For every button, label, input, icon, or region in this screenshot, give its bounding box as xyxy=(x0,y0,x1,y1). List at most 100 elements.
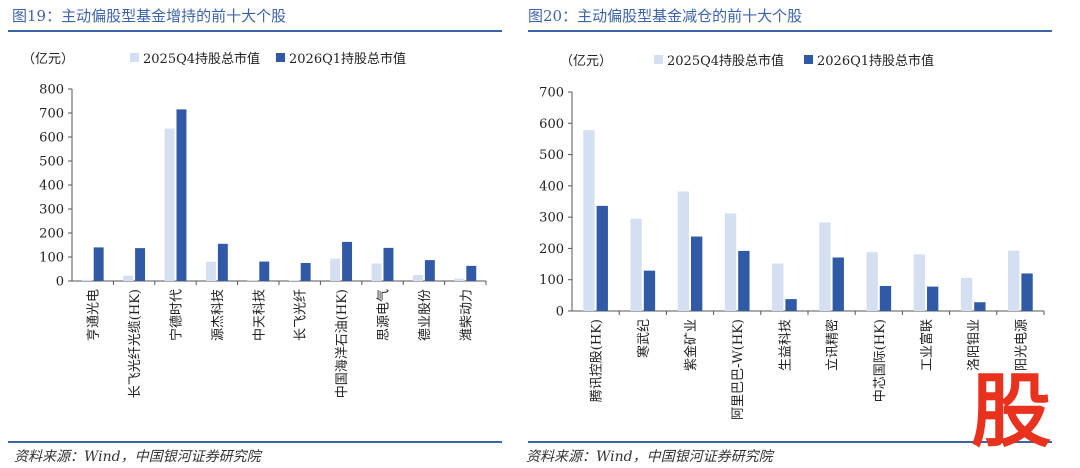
x-category-label: 紫金矿业 xyxy=(683,319,699,371)
bar-q1-9 xyxy=(1021,273,1033,311)
bar-q4-6 xyxy=(866,252,878,311)
y-tick-label: 200 xyxy=(539,242,564,257)
x-category-label: 洛阳钼业 xyxy=(967,319,982,371)
legend-label: 2026Q1持股总市值 xyxy=(817,53,934,69)
bar-q4-7 xyxy=(371,263,382,281)
x-category-label: 阿里巴巴-W(HK) xyxy=(731,319,746,420)
x-category-label: 立讯精密 xyxy=(825,319,841,371)
bar-q1-1 xyxy=(135,248,146,281)
bar-q1-6 xyxy=(879,285,892,311)
y-tick-label: 300 xyxy=(39,203,64,218)
source-note: 资料来源：Wind，中国银河证券研究院 xyxy=(14,449,261,465)
bar-q1-8 xyxy=(974,302,986,311)
bar-q4-9 xyxy=(1008,250,1020,311)
bar-q4-3 xyxy=(724,213,737,311)
legend-label: 2025Q4持股总市值 xyxy=(143,51,260,67)
x-category-label: 阳光电源 xyxy=(1014,319,1029,371)
legend-label: 2025Q4持股总市值 xyxy=(667,53,784,69)
bar-chart-right: （亿元） 2025Q4持股总市值 2026Q1持股总市值 0 100 200 300 400 5… xyxy=(539,53,1045,420)
y-tick-label: 400 xyxy=(539,179,564,194)
y-tick-label: 600 xyxy=(39,131,64,146)
bar-q4-3 xyxy=(205,261,216,281)
y-tick-label: 200 xyxy=(39,227,64,242)
x-category-label: 中天科技 xyxy=(252,289,267,341)
y-tick-label: 600 xyxy=(539,117,564,132)
y-tick-label: 0 xyxy=(56,275,64,290)
bar-q4-2 xyxy=(164,128,175,281)
legend-swatch-q1 xyxy=(804,55,813,64)
bar-q4-0 xyxy=(81,279,92,281)
bar-q1-4 xyxy=(785,299,797,311)
watermark-logo: 股 xyxy=(971,365,1051,458)
bar-q4-6 xyxy=(330,258,341,281)
y-axis-unit: （亿元） xyxy=(560,54,612,69)
source-note: 资料来源：Wind，中国银河证券研究院 xyxy=(526,449,773,465)
bar-q1-7 xyxy=(927,286,939,311)
y-tick-label: 300 xyxy=(539,211,564,226)
bar-q4-8 xyxy=(960,277,973,311)
x-category-label: 长飞光纤 xyxy=(294,289,309,341)
bar-q4-5 xyxy=(819,222,831,311)
x-category-label: 源杰科技 xyxy=(211,289,226,341)
bar-q4-1 xyxy=(123,275,134,281)
x-category-label: 德业股份 xyxy=(418,289,433,341)
title-rule xyxy=(528,30,1052,32)
y-tick-label: 700 xyxy=(539,86,564,101)
x-category-label: 工业富联 xyxy=(919,319,935,371)
bar-q1-7 xyxy=(383,247,394,281)
bar-q1-2 xyxy=(176,109,187,282)
legend-swatch-q1 xyxy=(276,53,285,62)
y-axis-unit: （亿元） xyxy=(22,52,74,67)
bar-q4-9 xyxy=(454,278,465,281)
bar-q4-4 xyxy=(247,280,258,281)
bar-q1-0 xyxy=(93,247,104,281)
bottom-rule xyxy=(8,441,502,443)
y-tick-label: 500 xyxy=(39,155,64,170)
legend-swatch-q4 xyxy=(654,55,663,64)
y-tick-label: 100 xyxy=(39,251,64,266)
bar-q1-9 xyxy=(466,265,477,281)
x-category-label: 寒武纪 xyxy=(636,319,652,358)
bar-q4-1 xyxy=(630,218,642,311)
legend-swatch-q4 xyxy=(130,53,139,62)
x-category-label: 亨通光电 xyxy=(86,289,102,341)
bar-q1-3 xyxy=(738,250,750,311)
x-category-label: 中国海洋石油(HK) xyxy=(335,289,350,398)
bar-chart-left: （亿元） 2025Q4持股总市值 2026Q1持股总市值 0 100 200 300 400 5… xyxy=(22,51,487,398)
title-rule xyxy=(8,30,502,32)
chart-panel-right: 图20：主动偏股型基金减仓的前十大个股 （亿元） 2025Q4持股总市值 2026Q… xyxy=(520,0,1060,468)
x-category-label: 潍柴动力 xyxy=(459,289,474,341)
x-category-label: 长飞光纤光缆(HK) xyxy=(127,289,143,398)
x-category-label: 腾讯控股(HK) xyxy=(589,319,605,402)
chart-title: 图19：主动偏股型基金增持的前十大个股 xyxy=(12,7,287,25)
bar-q1-5 xyxy=(832,257,844,311)
y-tick-label: 800 xyxy=(39,83,64,98)
x-category-label: 生益科技 xyxy=(778,319,793,371)
bar-q4-2 xyxy=(677,191,689,311)
bar-q1-4 xyxy=(259,261,270,281)
chart-panel-left: 图19：主动偏股型基金增持的前十大个股 （亿元） 2025Q4持股总市值 2026Q… xyxy=(0,0,520,468)
bar-q4-8 xyxy=(412,275,423,281)
x-category-label: 中芯国际(HK) xyxy=(873,319,888,402)
bar-q4-7 xyxy=(913,254,925,311)
y-tick-label: 100 xyxy=(539,273,564,288)
bar-q1-2 xyxy=(691,236,703,311)
y-tick-label: 700 xyxy=(39,107,64,122)
bar-q1-5 xyxy=(300,263,311,281)
y-tick-label: 400 xyxy=(39,179,64,194)
bar-q1-1 xyxy=(643,270,656,311)
x-category-label: 思源电气 xyxy=(376,289,392,341)
bar-q4-0 xyxy=(583,130,595,311)
bar-q1-0 xyxy=(596,205,608,311)
chart-title: 图20：主动偏股型基金减仓的前十大个股 xyxy=(528,7,803,25)
bar-q1-8 xyxy=(424,260,435,281)
bar-q1-3 xyxy=(217,243,228,281)
y-tick-label: 0 xyxy=(556,305,564,320)
bar-q4-4 xyxy=(772,263,784,311)
bar-q1-6 xyxy=(342,241,353,281)
legend-label: 2026Q1持股总市值 xyxy=(289,51,406,67)
y-tick-label: 500 xyxy=(539,148,564,163)
bottom-rule xyxy=(528,441,1052,443)
x-category-label: 宁德时代 xyxy=(169,289,185,341)
bar-q4-5 xyxy=(288,280,299,281)
